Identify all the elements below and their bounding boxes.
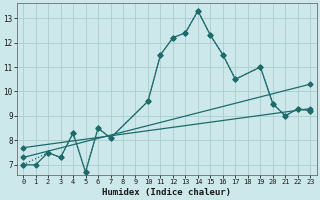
X-axis label: Humidex (Indice chaleur): Humidex (Indice chaleur) <box>102 188 231 197</box>
